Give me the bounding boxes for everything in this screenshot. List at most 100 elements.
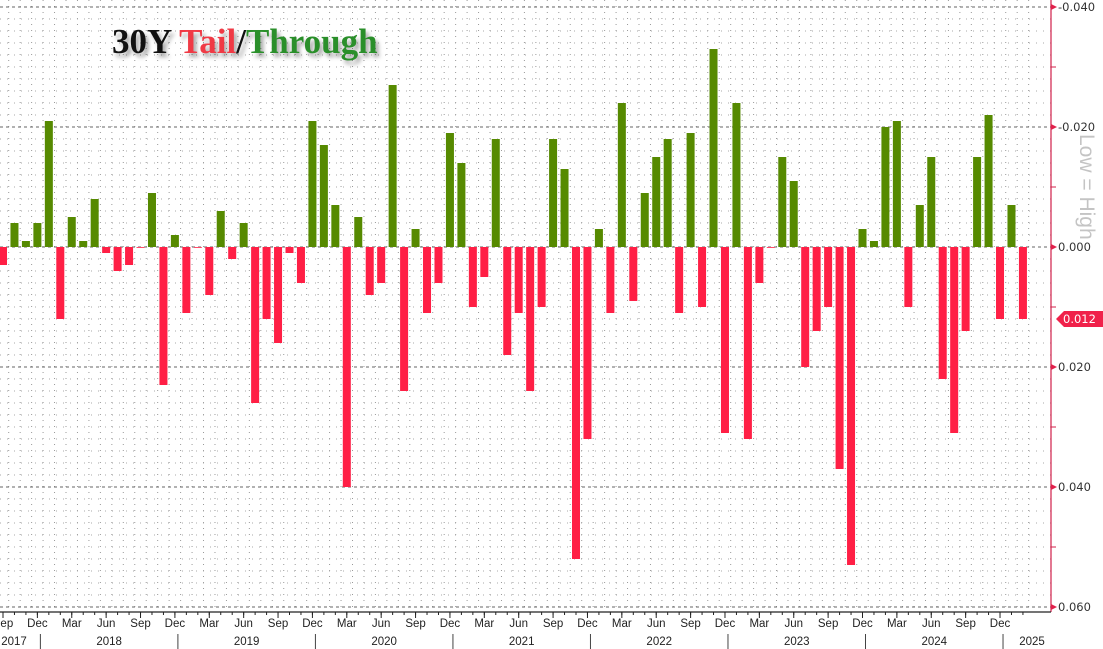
bar-2018-09	[136, 247, 145, 248]
bar-2023-07	[801, 247, 810, 367]
bar-2019-03	[205, 247, 214, 295]
y-tick-marker	[1051, 244, 1057, 250]
bar-2022-01	[594, 229, 603, 247]
bar-2024-02	[881, 127, 890, 247]
x-tick-label: Sep	[818, 618, 838, 630]
title-30y: 30Y	[112, 22, 180, 61]
bar-2023-11	[847, 247, 856, 565]
bar-2019-10	[285, 247, 294, 253]
bar-2024-03	[892, 121, 901, 247]
bar-2021-07	[526, 247, 535, 391]
title-through: Through	[245, 22, 378, 61]
bar-2024-12	[996, 247, 1005, 319]
bar-2025-02	[1018, 247, 1027, 319]
year-label: 2019	[234, 636, 260, 648]
bar-2021-01	[457, 163, 466, 247]
bar-2022-05	[640, 193, 649, 247]
bar-2022-03	[617, 103, 626, 247]
bar-2023-08	[812, 247, 821, 331]
bar-2017-11	[21, 241, 30, 247]
y-tick-label: -0.040	[1058, 0, 1095, 14]
bar-2020-11	[434, 247, 443, 283]
bar-2017-12	[33, 223, 42, 247]
x-tick-label: Dec	[852, 618, 873, 630]
x-tick-label: Sep	[543, 618, 563, 630]
bar-2022-06	[652, 157, 661, 247]
bar-2021-04	[491, 139, 500, 247]
bar-2018-03	[67, 217, 76, 247]
bar-2019-06	[239, 223, 248, 247]
year-label: 2018	[96, 636, 122, 648]
x-tick-label: Mar	[62, 618, 82, 630]
bar-2022-07	[663, 139, 672, 247]
x-tick-label: Sep	[0, 618, 13, 630]
bar-2020-06	[377, 247, 386, 283]
bar-2021-06	[514, 247, 523, 313]
year-label: 2025	[1019, 636, 1045, 648]
x-tick-label: Jun	[509, 618, 528, 630]
x-tick-label: Jun	[784, 618, 803, 630]
x-tick-label: Mar	[337, 618, 357, 630]
x-tick-label: Sep	[268, 618, 288, 630]
last-value-label: 0.012	[1063, 312, 1096, 326]
bar-2020-04	[354, 217, 363, 247]
year-label: 2017	[1, 636, 27, 648]
bar-2021-05	[503, 247, 512, 355]
x-tick-label: Jun	[372, 618, 391, 630]
bar-2025-01	[1007, 205, 1016, 247]
bar-2018-11	[159, 247, 168, 385]
bar-2018-07	[113, 247, 122, 271]
bar-2017-09	[0, 247, 7, 265]
bar-2021-03	[480, 247, 489, 277]
title-slash: /	[236, 22, 246, 61]
x-tick-label: Mar	[749, 618, 769, 630]
y-tick-label: 0.000	[1058, 240, 1091, 254]
bar-2020-08	[400, 247, 409, 391]
bar-2022-10	[698, 247, 707, 307]
x-tick-label: Dec	[27, 618, 48, 630]
bar-2023-10	[835, 247, 844, 469]
bar-2019-07	[251, 247, 260, 403]
bar-2019-05	[228, 247, 237, 259]
bar-2018-05	[90, 199, 99, 247]
bar-2020-12	[445, 133, 454, 247]
bar-2018-08	[125, 247, 134, 265]
bar-2020-05	[365, 247, 374, 295]
y-tick-marker	[1051, 364, 1057, 370]
bar-2020-09	[411, 229, 420, 247]
x-tick-label: Dec	[302, 618, 323, 630]
bar-2022-11	[709, 49, 718, 247]
x-tick-label: Mar	[474, 618, 494, 630]
bar-2021-11	[572, 247, 580, 559]
bar-2018-10	[147, 193, 156, 247]
bar-2024-08	[950, 247, 959, 433]
y-tick-marker	[1051, 124, 1057, 130]
bar-2022-08	[675, 247, 684, 313]
bar-2019-12	[308, 121, 317, 247]
bars	[0, 49, 1027, 565]
year-label: 2021	[509, 636, 535, 648]
bar-2023-12	[858, 229, 867, 247]
x-tick-label: Dec	[990, 618, 1011, 630]
y-axis-label: Low = High	[1075, 134, 1098, 240]
year-label: 2023	[784, 636, 810, 648]
bar-2019-09	[274, 247, 283, 343]
bar-2023-03	[755, 247, 764, 283]
bar-2019-02	[193, 247, 202, 248]
y-tick-label: 0.040	[1058, 480, 1091, 494]
bar-2024-04	[904, 247, 913, 307]
bar-2020-02	[331, 205, 340, 247]
bar-2024-07	[938, 247, 947, 379]
bar-2019-08	[262, 247, 271, 319]
x-tick-label: Sep	[130, 618, 150, 630]
chart-title: 30Y Tail/Through	[112, 22, 378, 62]
bar-2019-11	[296, 247, 305, 283]
bar-2024-01	[869, 241, 878, 247]
bar-2021-02	[468, 247, 477, 307]
bar-2020-10	[423, 247, 432, 313]
y-tick-label: 0.060	[1058, 600, 1091, 614]
bar-2022-12	[720, 247, 729, 433]
x-tick-label: Jun	[922, 618, 941, 630]
bar-2022-04	[629, 247, 638, 301]
